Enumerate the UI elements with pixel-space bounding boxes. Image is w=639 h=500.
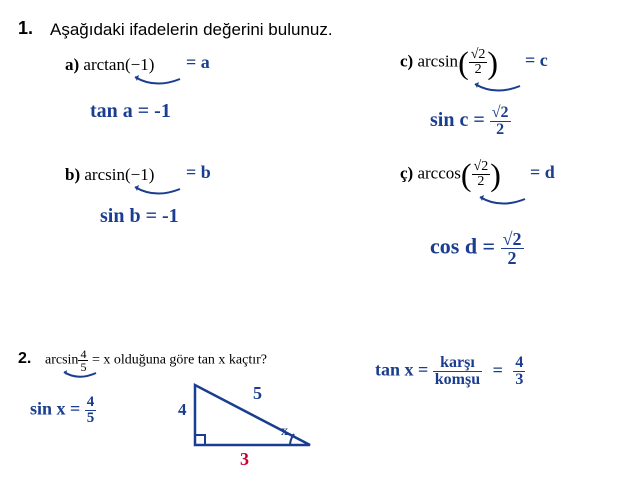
arrow-icon — [470, 82, 530, 100]
q2-tanx-den: 3 — [513, 372, 525, 388]
arrow-icon — [130, 75, 190, 93]
q1a-hw-work: tan a = -1 — [90, 100, 171, 123]
q1a-func: arctan — [83, 55, 125, 74]
q1cc-func: arccos — [417, 163, 460, 182]
q1cc-num: √2 — [472, 160, 491, 175]
q1a-arg: (−1) — [125, 55, 154, 74]
triangle-adj: 3 — [240, 449, 249, 470]
q2-tanx-lhs: tan x = — [375, 360, 428, 380]
q1c-hw-den: 2 — [490, 122, 511, 138]
q1c-hw-lhs: sin c = — [430, 109, 485, 131]
q1c-hw-eq: = c — [525, 50, 548, 71]
q1a-hw-eq: = a — [186, 52, 210, 73]
q2-tanx-num: 4 — [513, 355, 525, 372]
q1b-func: arcsin — [84, 165, 125, 184]
q1b-arg: (−1) — [125, 165, 154, 184]
q1cc-hw-lhs: cos d = — [430, 234, 495, 259]
q1cc-den: 2 — [472, 175, 491, 189]
q2-sinx-num: 4 — [85, 395, 97, 411]
q2-sinx-den: 5 — [85, 411, 97, 426]
q1-prompt: Aşağıdaki ifadelerin değerini bulunuz. — [50, 20, 333, 40]
q1-number: 1. — [18, 18, 33, 38]
q2-number: 2. — [18, 350, 31, 367]
q1cc-hw-den: 2 — [501, 249, 524, 267]
arrow-icon — [130, 185, 190, 203]
q2-sinx-lhs: sin x = — [30, 399, 80, 419]
q1b-label: b) — [65, 165, 80, 184]
q2-tanx-wden: komşu — [433, 372, 482, 388]
arrow-icon — [475, 195, 535, 213]
q1cc-hw-eq: = d — [530, 162, 555, 183]
q1c-label: c) — [400, 51, 413, 70]
q2-tanx-eq: = — [493, 360, 503, 380]
triangle-angle: x — [281, 424, 288, 440]
arrow-icon — [60, 370, 100, 384]
q1c-den: 2 — [469, 63, 488, 77]
triangle-hyp: 5 — [253, 383, 262, 404]
q1a-label: a) — [65, 55, 79, 74]
q1c-hw-num: √2 — [490, 105, 511, 122]
q2-func: arcsin — [45, 353, 78, 368]
q2-tail: = x olduğuna göre tan x kaçtır? — [92, 353, 267, 368]
q1b-hw-eq: = b — [186, 162, 211, 183]
q1cc-hw-num: √2 — [501, 230, 524, 249]
triangle-opp: 4 — [178, 400, 187, 420]
q1b-hw-work: sin b = -1 — [100, 205, 179, 228]
triangle-diagram — [175, 375, 325, 465]
q1c-num: √2 — [469, 48, 488, 63]
q1c-func: arcsin — [417, 51, 458, 70]
q1cc-label: ç) — [400, 163, 413, 182]
q2-tanx-wnum: karşı — [433, 355, 482, 372]
